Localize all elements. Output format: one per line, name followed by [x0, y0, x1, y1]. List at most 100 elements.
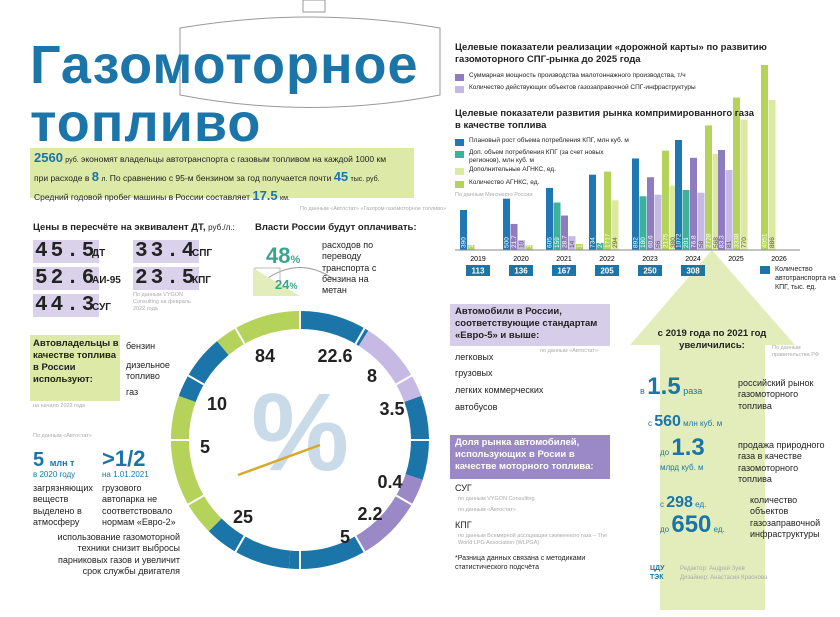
- euro5-title: Автомобили в России, соответствующие ста…: [455, 306, 598, 341]
- bar-label: 734: [590, 237, 597, 248]
- legend-entry: Дополнительные АГНКС, ед.: [469, 166, 556, 173]
- source: по данным «Автостат»: [540, 348, 598, 354]
- bar-label: 500: [504, 237, 511, 248]
- bar-label: 1717: [605, 233, 612, 248]
- legend-swatch: [455, 139, 464, 146]
- mirror-mount: [302, 0, 326, 13]
- fuel: ДТ: [92, 248, 106, 259]
- bar: [604, 171, 611, 250]
- growth-item: в 1.5 раза: [640, 372, 702, 402]
- number: 298: [666, 494, 693, 511]
- euro5-label: грузовых: [455, 368, 493, 378]
- unit: л.: [101, 176, 108, 183]
- bar: [639, 196, 647, 250]
- source: По данным «Автостат» «Газпром газомоторн…: [300, 206, 447, 212]
- dial-divider: [354, 535, 366, 553]
- bar: [503, 198, 510, 250]
- price: 52.6: [33, 267, 100, 290]
- text: в: [640, 386, 645, 396]
- x-tick-label: 2023: [642, 256, 658, 263]
- growth-text: количество объектов газозаправочной инфр…: [750, 495, 821, 539]
- bar-label: 76.8: [691, 235, 698, 248]
- dial-divider: [395, 494, 413, 506]
- bar-label: 129: [577, 237, 584, 248]
- number: 1.5: [647, 373, 681, 400]
- legend-swatch: [455, 74, 464, 81]
- owners-box: [30, 335, 120, 401]
- number: 17.5: [252, 188, 278, 203]
- fuel: СПГ: [192, 248, 213, 259]
- source: По данным VYGON Consulting на февраль 20…: [133, 292, 191, 312]
- bar-label: 81: [726, 240, 733, 248]
- legend-swatch: [455, 168, 464, 175]
- number: 48: [266, 243, 291, 268]
- vehicle-swatch: [760, 266, 770, 274]
- subsidy-title: Власти России будут оплачивать:: [255, 222, 417, 233]
- dial-value: 3.5: [379, 399, 404, 419]
- growth-item: до 1.3 млрд куб. м: [660, 433, 705, 473]
- bar-label: 3338: [734, 233, 741, 248]
- x-tick-label: 2021: [556, 256, 572, 263]
- bar: [675, 140, 682, 250]
- emissions-figure: 5 млн т: [33, 448, 74, 473]
- unit: раза: [683, 386, 703, 396]
- bar: [460, 209, 467, 250]
- number: 45: [333, 169, 349, 184]
- fuel: СУГ: [92, 302, 111, 313]
- bar: [611, 200, 619, 250]
- source: По данным правительства РФ: [772, 345, 820, 358]
- dial-divider: [234, 535, 246, 553]
- cng-title: Целевые показатели развития рынка компри…: [455, 108, 755, 131]
- legend-swatch: [455, 151, 464, 158]
- price: 23.5: [133, 267, 200, 290]
- growth-text: российский рынок газомоторного топлива: [738, 378, 814, 411]
- bar: [690, 157, 697, 250]
- share-label: СУГ: [455, 483, 472, 493]
- bar: [553, 202, 561, 250]
- bar: [596, 242, 604, 250]
- legend-entry: Плановый рост объема потребления КПГ, мл…: [469, 137, 629, 144]
- vehicle-count: 308: [686, 267, 700, 276]
- growth-text: продажа природного газа в качестве газом…: [738, 440, 825, 484]
- bar: [682, 190, 690, 250]
- title-line: топливо: [30, 93, 262, 153]
- bar-label: 2728: [706, 233, 713, 248]
- dial-segment: [299, 311, 369, 346]
- dial-segment: [404, 395, 429, 480]
- number: 8: [91, 169, 100, 184]
- legend-entry: Суммарная мощность производства малотонн…: [469, 72, 686, 79]
- bar-label: 60.6: [648, 235, 655, 248]
- bar: [467, 244, 475, 250]
- title-line: Газомоторное: [30, 35, 419, 95]
- growth-item: с 298 ед.: [660, 493, 706, 513]
- credit: Редактор: Андрей Зуев: [680, 566, 745, 572]
- legend-entry: Количество действующих объектов газозапр…: [469, 84, 696, 91]
- roadmap-title: Целевые показатели реализации «дорожной …: [455, 42, 767, 65]
- bar-label: 21.7: [511, 235, 518, 248]
- bar: [568, 236, 576, 250]
- bar-label: 2175: [663, 233, 670, 248]
- text: с: [648, 419, 652, 428]
- legend-swatch: [455, 181, 464, 188]
- bar-label: 390: [461, 237, 468, 248]
- unit: ед.: [695, 500, 707, 509]
- subsidy-text: расходов по переводу транспорта с бензин…: [322, 240, 377, 295]
- bar-label: 105: [526, 237, 533, 248]
- bar: [697, 192, 705, 250]
- bar-label: 770: [741, 237, 748, 248]
- bar-label: 24: [597, 240, 604, 248]
- unit: руб.: [65, 157, 79, 164]
- growth-item: с 560 млн куб. м: [648, 412, 722, 432]
- dial-symbol: %: [251, 371, 349, 494]
- bar: [733, 97, 740, 250]
- fleet-text: грузового автопарка не соответствовало н…: [102, 483, 176, 527]
- benefit-text: использование газомоторной техники снизи…: [57, 532, 180, 576]
- bar: [546, 187, 553, 250]
- bar-label: 4051: [762, 233, 769, 248]
- bar-label: 201: [683, 237, 690, 248]
